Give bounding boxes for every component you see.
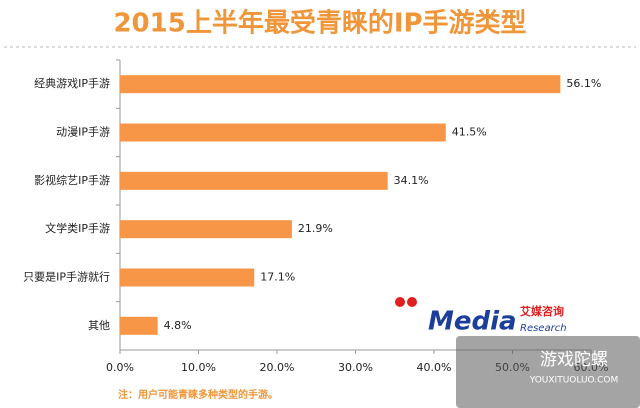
value-label: 56.1% (566, 77, 601, 90)
value-label: 17.1% (260, 271, 295, 284)
watermark-url: YOUXITUOLUO.COM (529, 376, 619, 386)
bar (120, 268, 255, 287)
x-tick-label: 20.0% (260, 361, 295, 374)
bar (120, 75, 561, 94)
y-tick-label: 影视综艺IP手游 (34, 173, 110, 187)
bar (120, 316, 158, 335)
watermark-bg (456, 336, 640, 408)
logo-sub: Research (520, 323, 567, 334)
x-tick-label: 40.0% (417, 361, 452, 374)
logo-brand: Media (428, 307, 517, 337)
logo-dot (395, 297, 405, 307)
y-tick-label: 经典游戏IP手游 (34, 76, 110, 90)
y-tick-label: 只要是IP手游就行 (23, 270, 110, 284)
bar (120, 220, 292, 239)
logo-cn: 艾媒咨询 (520, 304, 564, 318)
chart-title: 2015上半年最受青睐的IP手游类型 (113, 8, 526, 39)
bar (120, 123, 446, 142)
x-tick-label: 10.0% (181, 361, 216, 374)
note: 注：用户可能青睐多种类型的手游。 (118, 388, 278, 401)
logo-dot (407, 297, 417, 307)
value-label: 34.1% (394, 174, 429, 187)
value-label: 4.8% (164, 319, 192, 332)
bar (120, 171, 388, 190)
logo: Media 艾媒咨询 Research (395, 297, 567, 337)
value-label: 21.9% (298, 222, 333, 235)
x-tick-label: 0.0% (106, 361, 134, 374)
y-tick-label: 文学类IP手游 (45, 221, 110, 235)
watermark-cn: 游戏陀螺 (540, 350, 608, 370)
y-tick-label: 动漫IP手游 (56, 125, 110, 139)
x-tick-label: 30.0% (338, 361, 373, 374)
value-label: 41.5% (452, 126, 487, 139)
y-tick-label: 其他 (88, 319, 110, 332)
